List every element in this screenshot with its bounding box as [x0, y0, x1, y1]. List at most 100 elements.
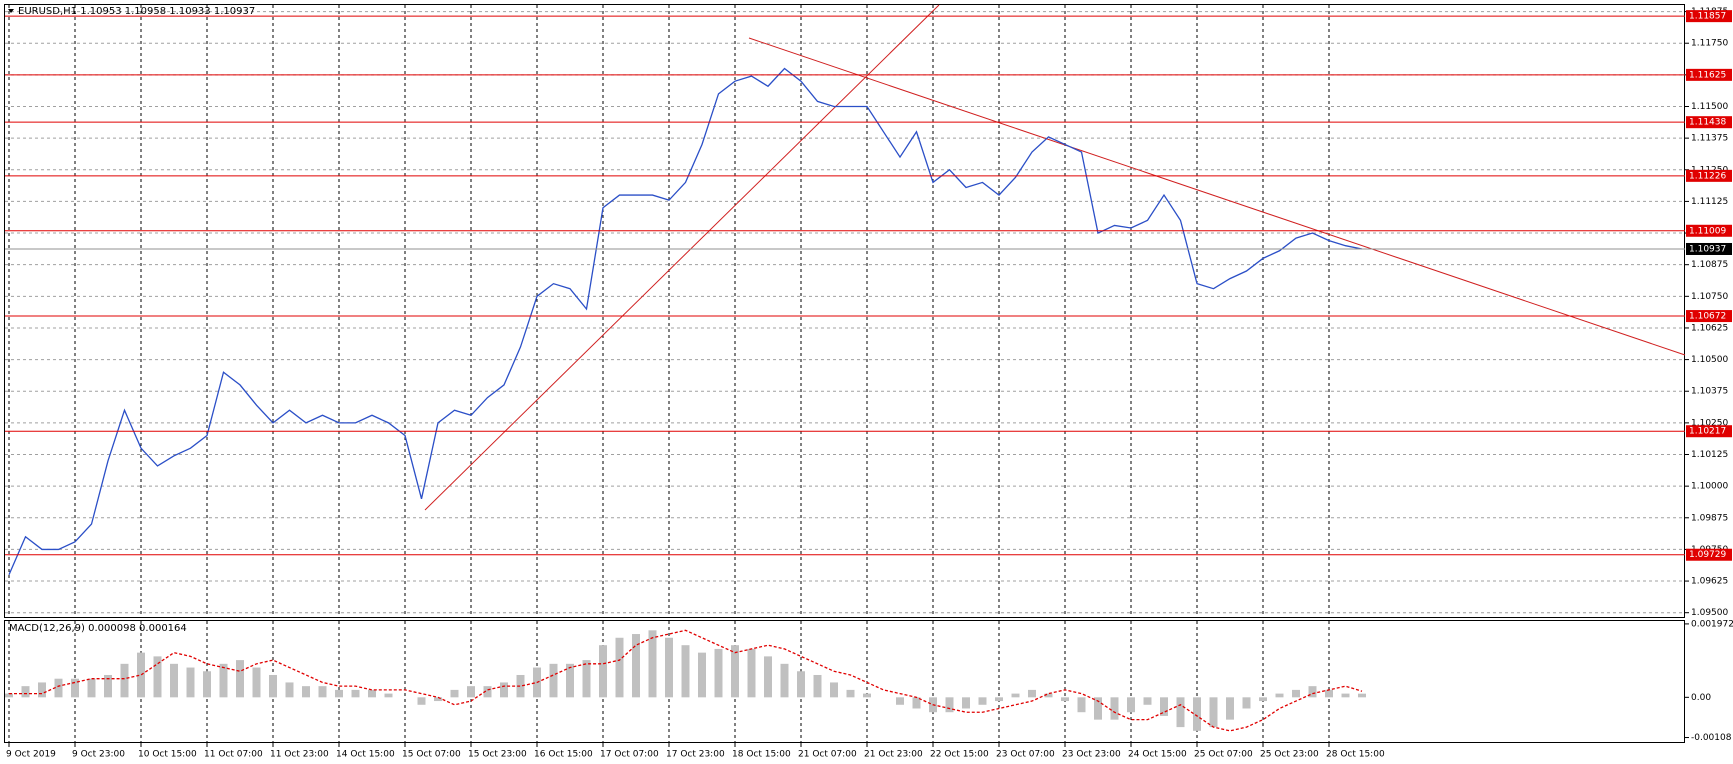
bar: [5, 693, 13, 698]
bar: [978, 697, 987, 705]
bar: [120, 663, 129, 698]
bar: [1094, 697, 1102, 720]
bar: [1176, 697, 1185, 728]
level-label: 1.11625: [1689, 70, 1726, 80]
bar: [995, 697, 1003, 702]
bar: [1275, 693, 1284, 698]
y-tick-label: 1.10250: [1691, 418, 1728, 428]
bar: [912, 697, 921, 709]
y-tick-label: 0.001972: [1691, 619, 1733, 629]
level-label-box: [1686, 310, 1732, 323]
x-tick-label: 25 Oct 07:00: [1194, 750, 1253, 760]
main-panel: [4, 4, 1685, 618]
x-tick-label: 18 Oct 15:00: [732, 750, 791, 760]
x-tick-label: 22 Oct 15:00: [930, 750, 989, 760]
x-tick-label: 23 Oct 23:00: [1062, 750, 1121, 760]
bar: [1028, 689, 1036, 698]
level-label: 1.11226: [1689, 171, 1726, 181]
bar: [1341, 693, 1350, 698]
x-tick-label: 28 Oct 15:00: [1326, 750, 1385, 760]
bar: [648, 630, 657, 698]
x-tick-label: 25 Oct 23:00: [1260, 750, 1319, 760]
bar: [1193, 697, 1201, 731]
bar: [1292, 689, 1300, 698]
y-tick-label: 1.10875: [1691, 260, 1728, 270]
macd-title: MACD(12,26,9): [9, 623, 85, 634]
y-tick-label: -0.00108: [1691, 733, 1732, 743]
x-tick-label: 11 Oct 07:00: [204, 750, 263, 760]
bar: [285, 682, 294, 698]
bar: [153, 656, 162, 698]
y-tick-label: 1.11500: [1691, 102, 1728, 112]
bar: [219, 663, 228, 698]
bar: [236, 660, 244, 698]
bar: [1325, 689, 1333, 698]
level-label-box: [1686, 169, 1732, 182]
x-tick-label: 21 Oct 23:00: [864, 750, 923, 760]
bar: [1160, 697, 1168, 716]
level-label-box: [1686, 68, 1732, 81]
bar: [318, 686, 327, 698]
bar: [599, 645, 607, 698]
bar: [962, 697, 970, 709]
bar: [945, 697, 954, 713]
bar: [500, 682, 508, 698]
x-tick-label: 17 Oct 07:00: [600, 750, 659, 760]
bar: [1061, 697, 1069, 702]
symbol-header: EURUSD,H1 1.10953 1.10958 1.10933 1.1093…: [18, 6, 255, 17]
level-label-box: [1686, 10, 1732, 23]
x-tick-label: 17 Oct 23:00: [666, 750, 725, 760]
bar: [731, 645, 739, 698]
bar: [1209, 697, 1218, 728]
x-tick-label: 9 Oct 23:00: [72, 750, 125, 760]
bar: [780, 663, 789, 698]
level-label: 1.09729: [1689, 550, 1726, 560]
y-tick-label: 1.11125: [1691, 197, 1728, 207]
y-tick-label: 1.10000: [1691, 482, 1728, 492]
x-tick-label: 24 Oct 15:00: [1128, 750, 1187, 760]
level-label: 1.11009: [1689, 226, 1726, 236]
bar: [434, 697, 442, 702]
macd-panel: [4, 620, 1685, 743]
bar: [615, 637, 624, 698]
macd-header: MACD(12,26,9) 0.000098 0.000164: [9, 623, 187, 634]
bar: [335, 689, 343, 698]
symbol: EURUSD,H1: [18, 6, 77, 17]
level-label-box: [1686, 548, 1732, 561]
bar: [450, 689, 459, 698]
y-tick-label: 1.09875: [1691, 513, 1728, 523]
bar: [170, 663, 178, 698]
y-tick-label: 1.10625: [1691, 323, 1728, 333]
bar: [764, 656, 772, 698]
bar: [368, 689, 376, 698]
x-tick-label: 16 Oct 15:00: [534, 750, 593, 760]
plot: 1.11857 1.11625 1.11438 1.11226 1.11009 1.106…: [5, 10, 1732, 732]
y-tick-label: 1.10375: [1691, 387, 1728, 397]
level-label: 1.11857: [1689, 12, 1726, 22]
level-label: 1.11438: [1689, 118, 1726, 128]
y-tick-label: 0.00: [1691, 693, 1711, 703]
bar: [582, 660, 591, 698]
bar: [516, 674, 525, 698]
bar: [863, 693, 871, 698]
bar: [1358, 693, 1366, 698]
low: 1.10933: [169, 6, 210, 17]
bar: [417, 697, 426, 705]
bar: [104, 674, 112, 698]
bar: [1308, 686, 1317, 698]
bar: [87, 678, 96, 698]
level-label-box: [1686, 224, 1732, 237]
y-tick-label: 1.09625: [1691, 577, 1728, 587]
bar: [1226, 697, 1234, 720]
bar: [797, 671, 805, 698]
bar: [1259, 697, 1267, 702]
x-tick-label: 15 Oct 23:00: [468, 750, 527, 760]
bar: [1127, 697, 1135, 713]
close: 1.10937: [214, 6, 255, 17]
y-tick-label: 1.11750: [1691, 39, 1728, 49]
bar: [665, 637, 673, 698]
level-label-box: [1686, 425, 1732, 438]
bar: [137, 652, 145, 698]
bar: [483, 686, 492, 698]
bar: [1044, 693, 1053, 698]
